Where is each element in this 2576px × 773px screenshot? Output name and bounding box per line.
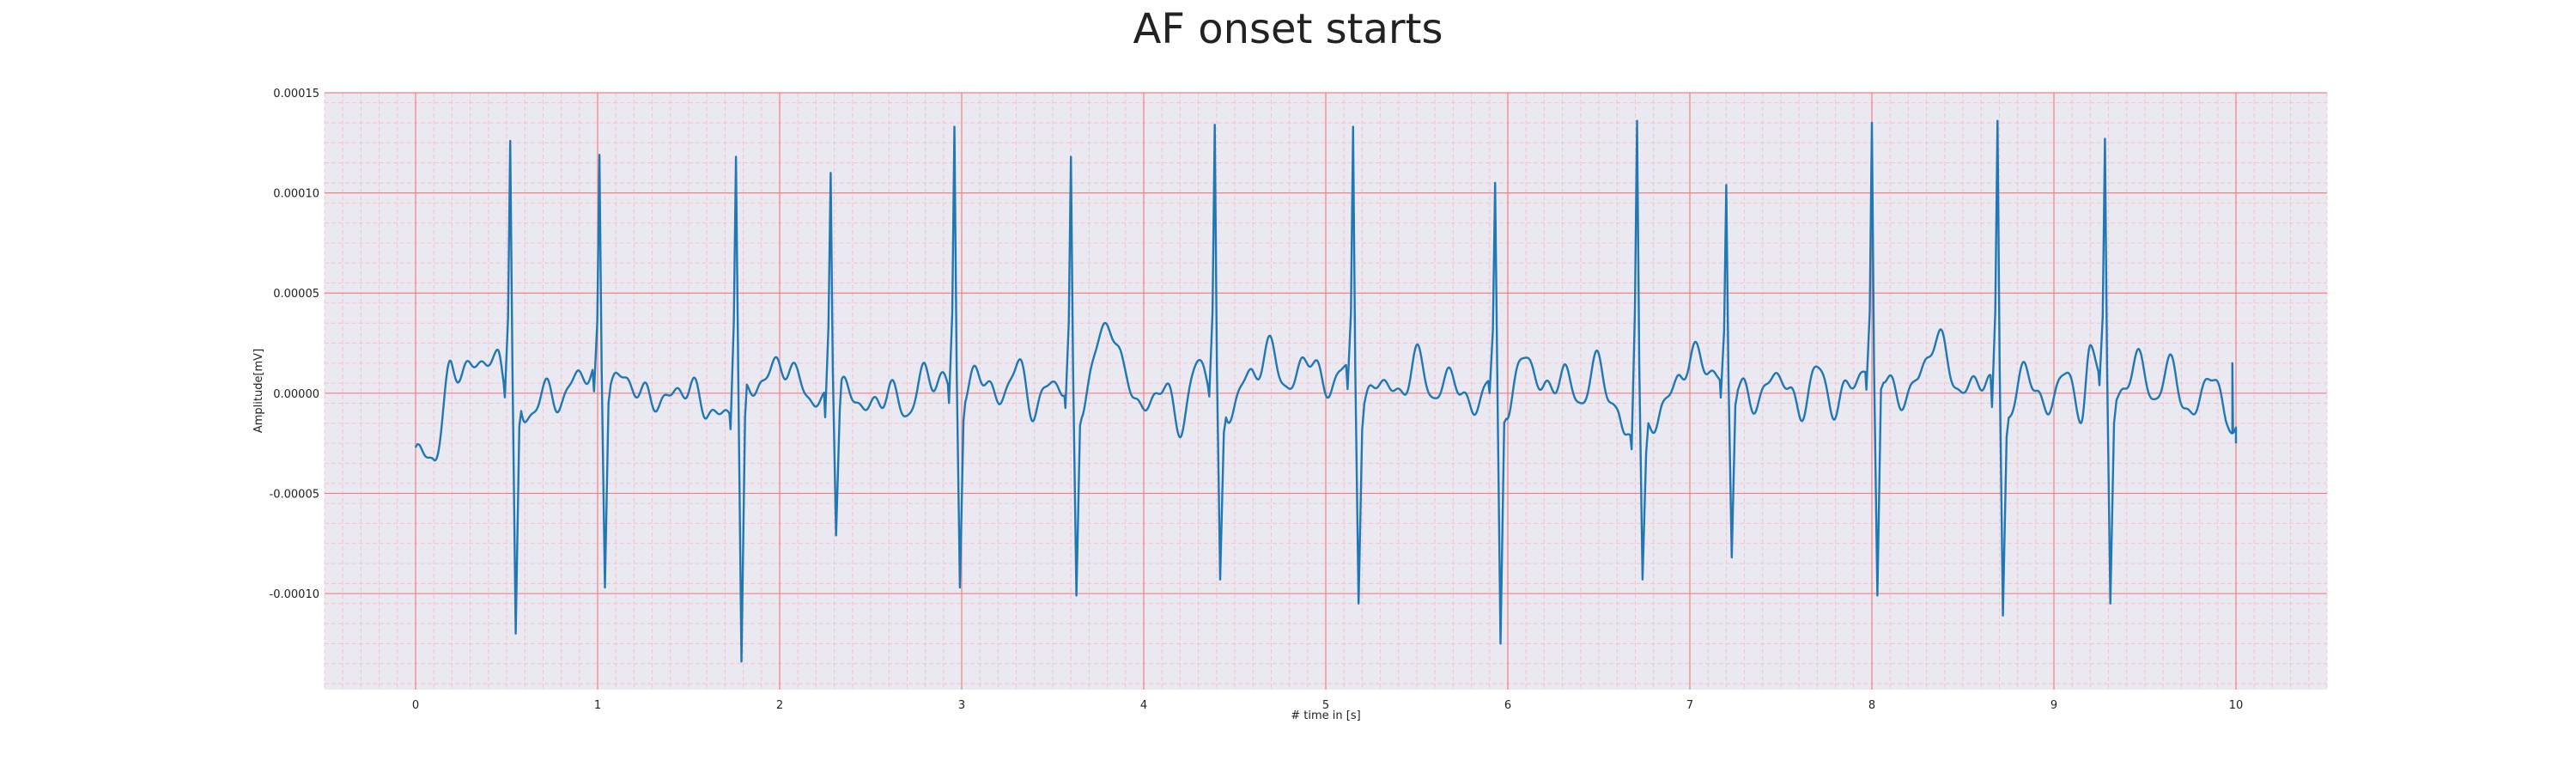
x-tick-label: 3 [958,699,965,712]
x-tick-label: 10 [2229,699,2244,712]
x-axis-ticks: 0 1 2 3 4 5 6 7 8 9 10 [412,699,2243,712]
y-tick-label: 0.00010 [273,188,319,201]
chart-title: AF onset starts [1133,5,1443,53]
x-tick-label: 4 [1140,699,1147,712]
y-tick-label: -0.00010 [270,588,319,601]
y-axis-ticks: -0.00010 -0.00005 0.00000 0.00005 0.00010 0.0… [270,88,319,601]
y-tick-label: -0.00005 [270,488,319,501]
x-tick-label: 1 [594,699,601,712]
x-tick-label: 0 [412,699,419,712]
x-tick-label: 5 [1322,699,1329,712]
ecg-signal-line [414,119,2238,663]
x-tick-label: 6 [1504,699,1511,712]
x-tick-label: 8 [1868,699,1875,712]
x-tick-label: 7 [1686,699,1693,712]
y-tick-label: 0.00005 [273,288,319,301]
x-axis-label: # time in [s] [1291,709,1360,722]
x-tick-label: 9 [2050,699,2057,712]
y-tick-label: 0.00015 [273,88,319,100]
minor-grid [324,93,2328,690]
y-tick-label: 0.00000 [273,388,319,401]
y-axis-label: Amplitude[mV] [252,349,265,433]
x-tick-label: 2 [776,699,783,712]
